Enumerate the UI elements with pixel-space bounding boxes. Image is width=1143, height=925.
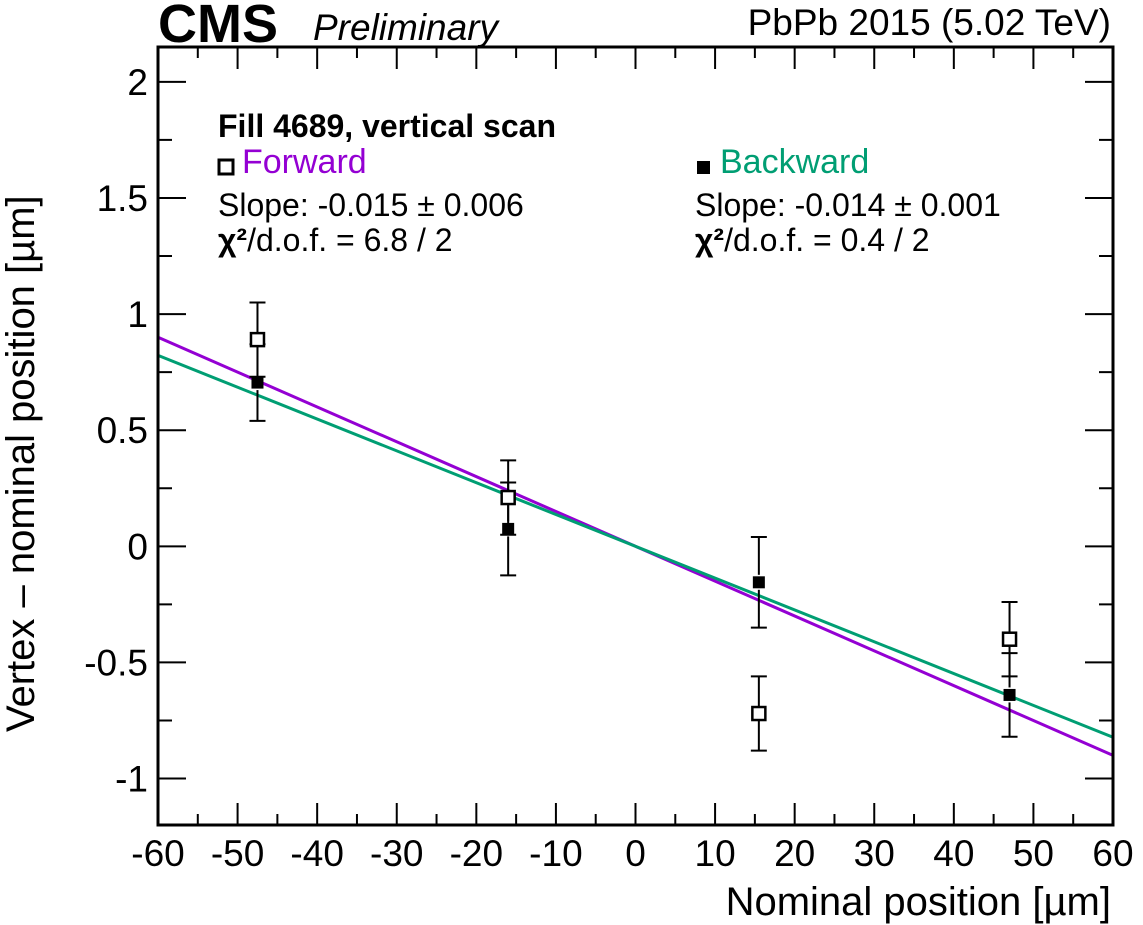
forward-chi2-value: /d.o.f. = 6.8 / 2 (247, 222, 452, 258)
x-tick-label: -60 (131, 833, 184, 874)
y-tick-label: -1 (115, 759, 148, 800)
legend-marker-forward (217, 158, 235, 176)
backward-chi2-value: /d.o.f. = 0.4 / 2 (724, 222, 929, 258)
x-tick-label: -20 (450, 833, 503, 874)
x-tick-label: 30 (854, 833, 895, 874)
y-tick-label: 0 (127, 526, 148, 567)
data-point-forward (1001, 631, 1018, 647)
y-tick-label: 2 (127, 62, 148, 103)
x-tick-labels: -60 -50 -40 -30 -20 -10 0 10 20 30 40 50 60 (131, 833, 1133, 874)
data-point-forward (751, 705, 767, 722)
forward-slope: Slope: -0.015 ± 0.006 (218, 187, 524, 223)
annotation-title: Fill 4689, vertical scan (218, 108, 556, 144)
error-bars (249, 301, 1018, 752)
dataset-label: PbPb 2015 (5.02 TeV) (748, 2, 1111, 43)
y-tick-label: 1 (127, 294, 148, 335)
legend-marker-backward (697, 161, 710, 174)
data-point-backward (251, 376, 264, 389)
fit-lines (157, 335, 1114, 757)
x-tick-label: 60 (1092, 833, 1133, 874)
data-point-backward (502, 522, 515, 535)
preliminary-label: Preliminary (313, 7, 501, 48)
y-axis-title: Vertex – nominal position [µm] (0, 195, 43, 732)
backward-slope: Slope: -0.014 ± 0.001 (695, 187, 1001, 223)
cms-label: CMS (158, 0, 278, 54)
data-point-forward (500, 489, 516, 506)
legend-label-forward: Forward (242, 143, 367, 181)
x-tick-label: -30 (370, 833, 423, 874)
forward-chi2-symbol: χ² (218, 222, 247, 258)
backward-chi2: χ²/d.o.f. = 0.4 / 2 (695, 222, 930, 258)
y-tick-label: -0.5 (84, 642, 148, 683)
backward-chi2-symbol: χ² (695, 222, 724, 258)
x-tick-label: 50 (1013, 833, 1054, 874)
data-point-backward (1003, 688, 1016, 701)
y-tick-label: 0.5 (97, 410, 148, 451)
x-tick-label: -50 (211, 833, 264, 874)
x-tick-label: 0 (625, 833, 646, 874)
x-tick-label: 40 (933, 833, 974, 874)
y-tick-label: 1.5 (97, 178, 148, 219)
x-tick-label: -40 (290, 833, 343, 874)
plot-frame (156, 45, 1115, 827)
y-tick-labels: -1 -0.5 0 0.5 1 1.5 2 (84, 62, 148, 800)
x-axis-title: Nominal position [µm] (726, 880, 1111, 924)
x-tick-label: 20 (774, 833, 815, 874)
x-tick-label: -10 (529, 833, 582, 874)
fit-line-backward (157, 354, 1114, 739)
x-tick-label: 10 (695, 833, 736, 874)
data-point-forward (249, 331, 266, 348)
legend-label-backward: Backward (720, 143, 869, 181)
axis-ticks (157, 47, 1114, 825)
forward-chi2: χ²/d.o.f. = 6.8 / 2 (218, 222, 453, 258)
data-markers (249, 331, 1018, 722)
data-point-backward (752, 576, 765, 589)
